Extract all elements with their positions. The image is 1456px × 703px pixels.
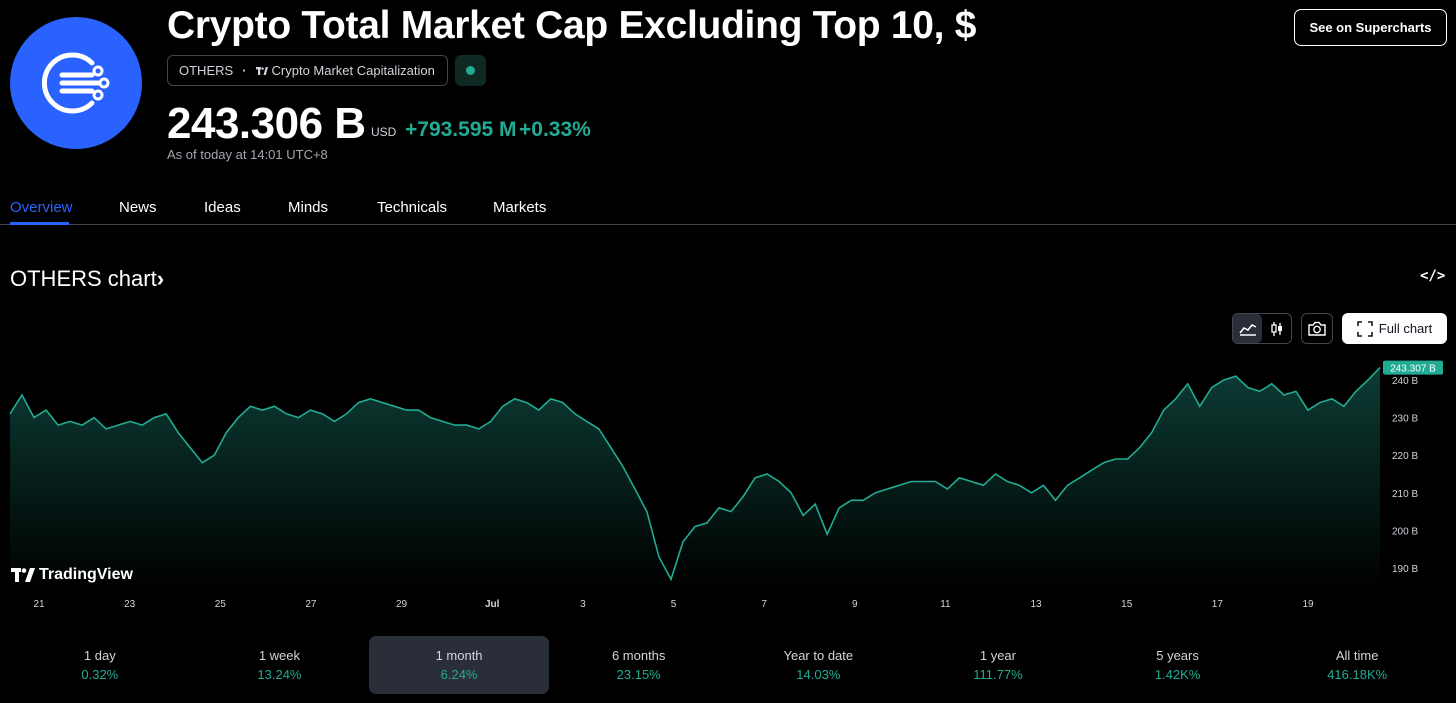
as-of-timestamp: As of today at 14:01 UTC+8 [167,147,328,162]
tab-news[interactable]: News [119,199,157,216]
provider-label: Crypto Market Capitalization [271,63,435,78]
y-tick-label: 210 B [1392,489,1418,500]
x-tick-label: 21 [33,599,45,610]
symbol-label: OTHERS [179,63,234,78]
period-year-to-date[interactable]: Year to date 14.03% [729,636,909,694]
market-open-dot-icon [466,66,475,75]
period-value: 23.15% [616,667,661,682]
price-change-absolute: +793.595 M [405,118,517,141]
chart-style-toggle [1232,313,1292,344]
period-label: 1 year [979,648,1016,663]
period-value: 0.32% [81,667,119,682]
series-line [9,367,1381,582]
x-tick-label: 3 [580,599,586,610]
y-tick-label: 240 B [1392,376,1418,387]
x-tick-label: 15 [1121,599,1133,610]
tab-minds[interactable]: Minds [288,199,329,216]
tab-overview[interactable]: Overview [10,199,73,216]
fullscreen-icon [1356,320,1373,337]
period-label: 5 years [1156,648,1199,663]
period-label: 1 week [258,648,301,663]
tab-markets[interactable]: Markets [493,199,547,216]
period-5-years[interactable]: 5 years 1.42K% [1088,636,1268,694]
x-tick-label: 29 [396,599,408,610]
period-label: All time [1335,648,1379,663]
period-label: 1 month [435,648,483,663]
period-1-year[interactable]: 1 year 111.77% [908,636,1088,694]
x-tick-label: Jul [485,599,500,610]
chart-section-title[interactable]: OTHERS chart› [10,266,164,292]
tradingview-brand[interactable]: TradingView [11,566,133,584]
full-chart-button[interactable]: Full chart [1342,313,1447,344]
price-chart[interactable]: 240 B 230 B 220 B 210 B 200 B 190 B 21 23 25 27 2… [0,355,1456,615]
period-1-week[interactable]: 1 week 13.24% [190,636,370,694]
area-chart-icon [1238,323,1256,336]
candlestick-icon [1270,321,1282,336]
y-tick-label: 230 B [1392,414,1418,425]
code-embed-icon[interactable]: </> [1420,268,1446,284]
period-value: 111.77% [973,667,1023,682]
performance-periods: 1 day 0.32% 1 week 13.24% 1 month 6.24% … [10,636,1447,694]
x-tick-label: 7 [761,599,767,610]
area-chart-button[interactable] [1233,314,1262,343]
tradingview-brand-label: TradingView [39,566,133,583]
x-tick-label: 9 [852,599,858,610]
period-1-day[interactable]: 1 day 0.32% [10,636,190,694]
tradingview-mini-icon [255,66,268,75]
symbol-tabs: Overview News Ideas Minds Technicals Mar… [0,190,1456,225]
camera-icon [1308,321,1326,336]
x-tick-label: 25 [215,599,227,610]
x-tick-label: 13 [1031,599,1043,610]
page-title: Crypto Total Market Cap Excluding Top 10… [167,4,977,47]
period-all-time[interactable]: All time 416.18K% [1267,636,1447,694]
x-tick-label: 17 [1212,599,1224,610]
full-chart-label: Full chart [1378,321,1433,336]
active-tab-indicator [10,222,69,225]
symbol-exchange-pill[interactable]: OTHERS · Crypto Market Capitalization [167,55,448,86]
x-tick-label: 5 [671,599,677,610]
y-tick-label: 200 B [1392,526,1418,537]
chevron-right-icon: › [156,266,165,291]
tab-ideas[interactable]: Ideas [204,199,241,216]
x-tick-label: 23 [124,599,136,610]
price-currency: USD [371,125,397,139]
last-price-label-bg [1383,360,1443,375]
period-value: 1.42K% [1154,667,1201,682]
period-value: 6.24% [440,667,478,682]
see-on-supercharts-button[interactable]: See on Supercharts [1294,9,1447,46]
x-tick-label: 11 [940,599,951,610]
period-6-months[interactable]: 6 months 23.15% [549,636,729,694]
tab-technicals[interactable]: Technicals [377,199,448,216]
market-status-button[interactable] [455,55,486,86]
period-value: 416.18K% [1327,667,1388,682]
period-label: 1 day [83,648,116,663]
tradingview-logo-icon [11,568,35,582]
period-value: 14.03% [796,667,841,682]
y-tick-label: 190 B [1392,564,1418,575]
snapshot-button[interactable] [1301,313,1333,344]
price-change-percent: +0.33% [519,118,591,141]
y-tick-label: 220 B [1392,451,1418,462]
series-area-fill [10,367,1380,590]
last-price: 243.306 B [167,99,366,148]
x-tick-label: 27 [305,599,317,610]
period-label: 6 months [611,648,666,663]
symbol-logo [10,17,142,149]
period-value: 13.24% [257,667,302,682]
candles-chart-button[interactable] [1262,314,1291,343]
period-label: Year to date [783,648,854,663]
period-1-month[interactable]: 1 month 6.24% [369,636,549,694]
separator-dot: · [242,63,247,78]
last-price-label: 243.307 B [1390,364,1436,375]
x-tick-label: 19 [1302,599,1314,610]
chart-title-text: OTHERS chart [10,266,157,291]
circuit-logo-icon [41,52,110,114]
